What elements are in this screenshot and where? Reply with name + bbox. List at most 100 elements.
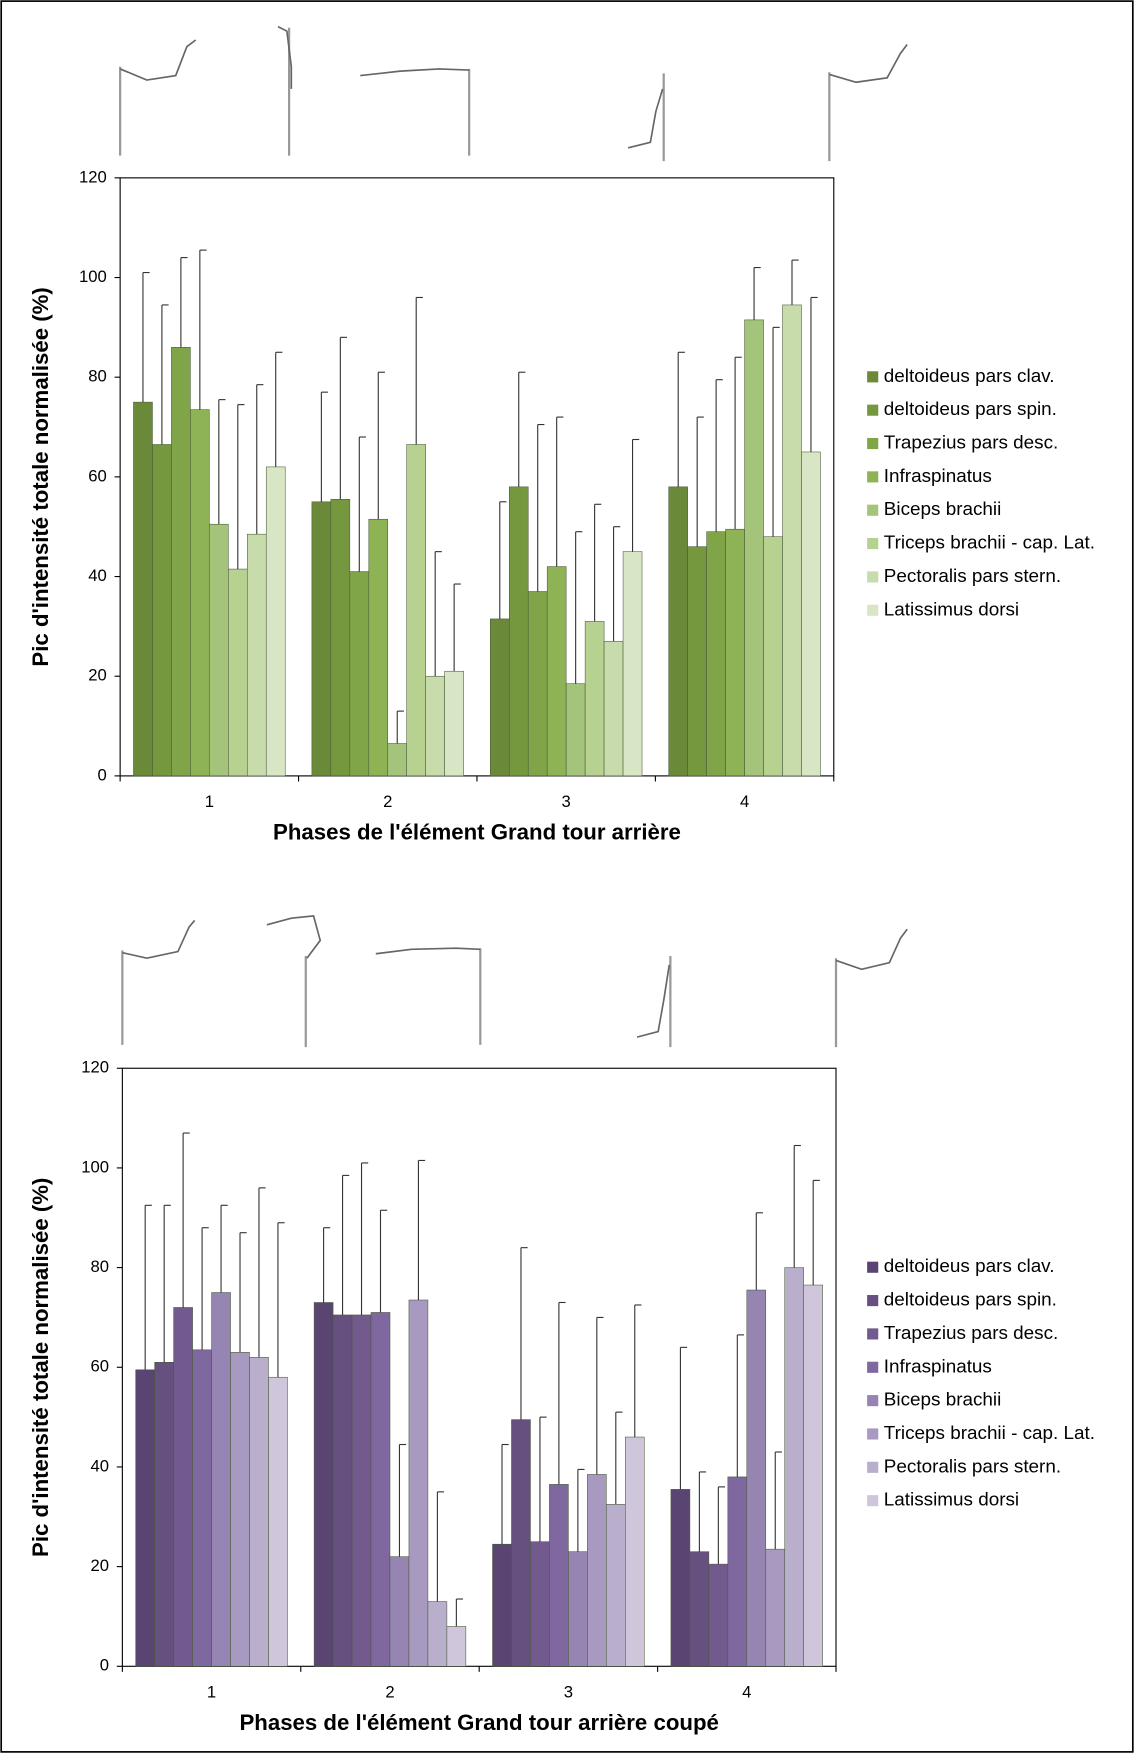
bar (349, 571, 370, 777)
bar (311, 501, 332, 777)
legend-label: deltoideus pars spin. (884, 399, 1057, 420)
bar (192, 1349, 212, 1667)
legend-label: Latissimus dorsi (884, 599, 1019, 620)
legend-label: deltoideus pars clav. (884, 366, 1055, 387)
y-tick-label: 0 (98, 765, 107, 784)
bar (606, 1504, 626, 1667)
y-tick-label: 80 (88, 367, 107, 386)
y-tick-label: 80 (90, 1257, 109, 1276)
bar (230, 1352, 250, 1667)
bar (511, 1419, 531, 1667)
bar (444, 670, 464, 777)
y-tick-label: 40 (90, 1456, 109, 1475)
bar (330, 499, 351, 777)
legend-swatch (867, 471, 879, 483)
bar (249, 1357, 269, 1667)
bar (135, 1369, 155, 1667)
y-tick-label: 40 (88, 566, 107, 585)
legend-label: Biceps brachii (884, 499, 1001, 520)
bar (406, 444, 426, 777)
legend-label: Infraspinatus (884, 466, 992, 487)
legend-swatch (867, 1495, 879, 1507)
bar (622, 551, 643, 777)
legend-swatch (867, 437, 879, 450)
bar (568, 1551, 588, 1667)
y-tick-label: 100 (81, 1157, 109, 1176)
y-tick-label: 100 (79, 267, 107, 286)
legend-swatch (867, 1261, 879, 1273)
bar (228, 568, 248, 777)
x-tick-label: 3 (562, 792, 571, 811)
bar (668, 486, 688, 777)
bar (389, 1556, 410, 1667)
x-axis-label: Phases de l'élément Grand tour arrière c… (239, 1710, 718, 1735)
bar (211, 1292, 231, 1667)
bar (133, 401, 153, 777)
bar (530, 1541, 550, 1667)
bar (670, 1489, 691, 1667)
bar (546, 566, 567, 777)
y-tick-label: 0 (100, 1656, 109, 1675)
x-tick-label: 4 (742, 1682, 751, 1701)
bar (209, 523, 229, 777)
bar (265, 466, 286, 777)
bar (603, 641, 624, 777)
bar (351, 1314, 372, 1667)
y-tick-label: 120 (81, 1058, 109, 1077)
x-tick-label: 1 (205, 792, 214, 811)
legend-label: Trapezius pars desc. (884, 433, 1058, 454)
bar (782, 304, 802, 777)
bar (268, 1376, 288, 1667)
bar (425, 675, 445, 777)
bar (708, 1563, 729, 1667)
x-tick-label: 1 (207, 1682, 216, 1701)
x-axis-label: Phases de l'élément Grand tour arrière (273, 820, 681, 845)
stick-figures (119, 25, 908, 1048)
bar (332, 1314, 353, 1667)
y-tick-label: 120 (79, 167, 107, 186)
bar (801, 451, 821, 777)
bar (763, 536, 783, 777)
x-tick-label: 3 (564, 1682, 573, 1701)
y-tick-label: 20 (90, 1556, 109, 1575)
legend-swatch (867, 571, 879, 583)
y-tick-label: 60 (88, 466, 107, 485)
bar (370, 1312, 391, 1667)
bar (190, 409, 210, 777)
legend-label: Latissimus dorsi (884, 1490, 1019, 1511)
bar (387, 743, 407, 777)
bar (584, 621, 605, 777)
legend-swatch (867, 1395, 879, 1407)
bar (725, 528, 745, 777)
bar (565, 683, 586, 777)
y-axis-label: Pic d'intensité totale normalisée (%) (28, 287, 53, 666)
bar (408, 1299, 429, 1667)
legend-swatch (867, 1428, 879, 1440)
legend-label: Trapezius pars desc. (884, 1323, 1058, 1344)
bar (171, 347, 191, 777)
bar (313, 1302, 334, 1667)
bar (803, 1284, 823, 1667)
bar (549, 1484, 569, 1667)
x-tick-label: 2 (385, 1682, 394, 1701)
bar (727, 1476, 748, 1667)
bar (784, 1267, 804, 1667)
x-tick-label: 4 (740, 792, 749, 811)
bar (765, 1548, 786, 1667)
legend-label: Pectoralis pars stern. (884, 566, 1061, 587)
x-tick-label: 2 (383, 792, 392, 811)
legend-swatch (867, 1361, 879, 1373)
bar (508, 486, 529, 777)
legend-label: deltoideus pars spin. (884, 1290, 1057, 1311)
bar (744, 319, 764, 777)
bar (687, 546, 707, 777)
bar (154, 1362, 174, 1667)
bar (490, 618, 510, 777)
y-tick-label: 20 (88, 666, 107, 685)
legend-label: Biceps brachii (884, 1390, 1001, 1411)
legend-label: Infraspinatus (884, 1356, 992, 1377)
legend-label: Triceps brachii - cap. Lat. (884, 533, 1095, 554)
bar (587, 1474, 607, 1667)
bar (625, 1436, 645, 1667)
bar (706, 531, 726, 777)
